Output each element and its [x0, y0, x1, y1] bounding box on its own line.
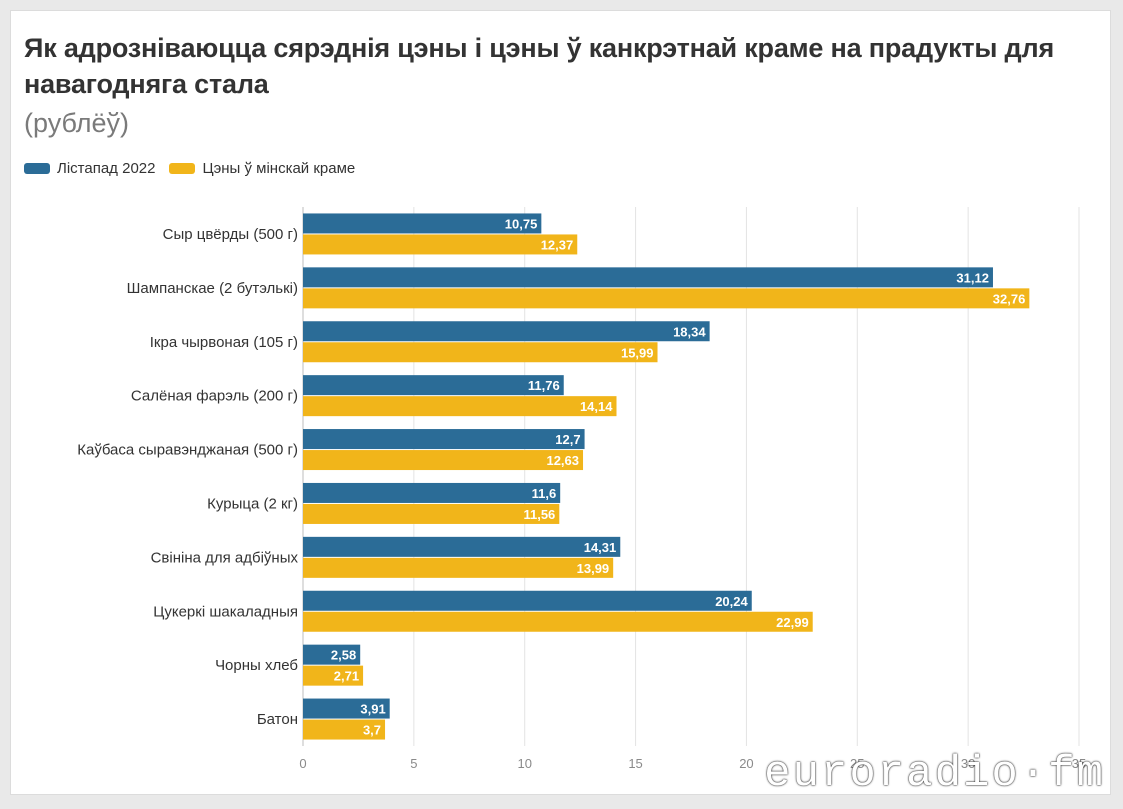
category-label-6: Свініна для адбіўных: [151, 549, 299, 566]
x-tick-label-7: 35: [1072, 756, 1086, 771]
legend-label-series-2: Цэны ў мінскай краме: [202, 160, 356, 177]
legend-item-series-2[interactable]: Цэны ў мінскай краме: [169, 160, 355, 177]
bar-label-series-1-1: 31,12: [956, 270, 989, 285]
bar-label-series-2-5: 11,56: [523, 507, 555, 522]
bar-label-series-2-2: 15,99: [621, 345, 654, 360]
bar-label-series-1-0: 10,75: [505, 216, 538, 231]
bar-series-2-2: [303, 342, 658, 363]
bar-series-2-8: [303, 665, 364, 686]
bar-label-series-2-1: 32,76: [993, 291, 1026, 306]
bar-series-2-6: [303, 557, 614, 578]
bar-series-1-8: [303, 644, 361, 665]
bar-label-series-1-7: 20,24: [715, 594, 748, 609]
bar-label-series-2-7: 22,99: [776, 615, 809, 630]
bar-label-series-1-3: 11,76: [528, 378, 560, 393]
bar-series-1-5: [303, 482, 561, 503]
category-label-9: Батон: [257, 711, 298, 728]
category-label-0: Сыр цвёрды (500 г): [163, 226, 298, 243]
x-tick-label-5: 25: [850, 756, 864, 771]
chart-subtitle: (рублёў): [24, 108, 130, 138]
x-tick-label-6: 30: [961, 756, 975, 771]
bar-label-series-1-8: 2,58: [331, 648, 356, 663]
category-label-7: Цукеркі шакаладныя: [153, 603, 298, 620]
bar-label-series-2-9: 3,7: [363, 723, 381, 738]
bar-series-1-7: [303, 590, 752, 611]
legend-swatch-series-2: [169, 163, 196, 174]
x-tick-label-0: 0: [299, 756, 306, 771]
bar-series-2-3: [303, 396, 617, 417]
legend-label-series-1: Лістапад 2022: [57, 160, 156, 177]
category-label-3: Салёная фарэль (200 г): [131, 388, 298, 405]
bar-series-2-1: [303, 288, 1030, 309]
legend-item-series-1[interactable]: Лістапад 2022: [24, 160, 155, 177]
bar-label-series-1-5: 11,6: [532, 486, 557, 501]
bar-label-series-1-2: 18,34: [673, 324, 706, 339]
bar-label-series-2-3: 14,14: [580, 399, 613, 414]
bar-series-1-9: [303, 698, 390, 719]
category-label-1: Шампанскае (2 бутэлькі): [127, 280, 298, 297]
bar-label-series-1-6: 14,31: [584, 540, 617, 555]
category-label-4: Каўбаса сыравэнджаная (500 г): [77, 442, 298, 459]
bar-series-2-9: [303, 719, 386, 740]
chart-legend: Лістапад 2022 Цэны ў мінскай краме: [24, 160, 355, 177]
bar-series-1-6: [303, 536, 621, 557]
bar-label-series-2-4: 12,63: [546, 453, 579, 468]
bar-series-1-4: [303, 429, 585, 450]
x-tick-label-4: 20: [739, 756, 753, 771]
legend-swatch-series-1: [24, 163, 50, 174]
bar-label-series-2-0: 12,37: [541, 237, 574, 252]
bar-series-2-7: [303, 611, 813, 632]
x-tick-label-3: 15: [628, 756, 642, 771]
category-label-5: Курыца (2 кг): [207, 495, 298, 512]
bar-series-2-5: [303, 503, 560, 524]
bar-label-series-2-6: 13,99: [577, 561, 610, 576]
bar-series-2-0: [303, 234, 578, 255]
category-label-8: Чорны хлеб: [215, 657, 298, 674]
bar-label-series-1-9: 3,91: [360, 702, 385, 717]
bar-label-series-2-8: 2,71: [334, 669, 359, 684]
chart-title: Як адрозніваюцца сярэднія цэны і цэны ў …: [24, 33, 1055, 99]
bar-series-1-1: [303, 267, 993, 288]
bar-series-2-4: [303, 450, 584, 471]
bar-series-1-0: [303, 213, 542, 234]
x-tick-label-2: 10: [517, 756, 531, 771]
bar-label-series-1-4: 12,7: [555, 432, 580, 447]
category-label-2: Ікра чырвоная (105 г): [150, 334, 298, 351]
bar-series-1-2: [303, 321, 710, 342]
bar-series-1-3: [303, 375, 564, 396]
x-tick-label-1: 5: [410, 756, 417, 771]
euroradio-watermark: euroradio·fm: [764, 749, 1105, 799]
